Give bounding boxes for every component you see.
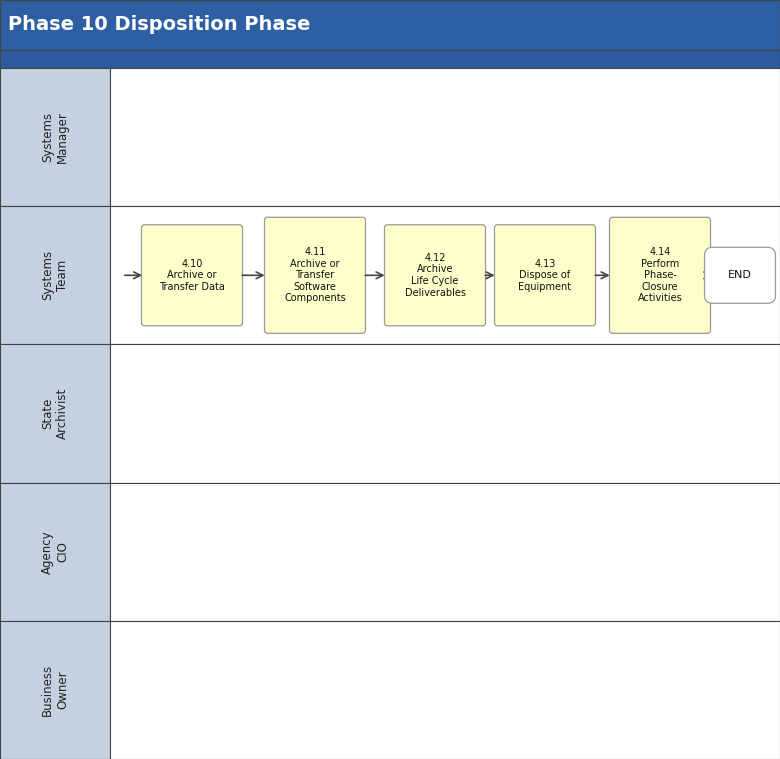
Text: State
Archivist: State Archivist	[41, 388, 69, 439]
Text: 4.10
Archive or
Transfer Data: 4.10 Archive or Transfer Data	[159, 259, 225, 292]
Bar	[0, 0, 780, 50]
Text: 4.14
Perform
Phase-
Closure
Activities: 4.14 Perform Phase- Closure Activities	[637, 247, 682, 304]
Text: Systems
Team: Systems Team	[41, 250, 69, 301]
Bar	[0, 483, 110, 621]
FancyBboxPatch shape	[495, 225, 595, 326]
FancyBboxPatch shape	[385, 225, 485, 326]
Text: 4.13
Dispose of
Equipment: 4.13 Dispose of Equipment	[519, 259, 572, 292]
Bar	[110, 345, 780, 483]
Bar	[0, 206, 110, 345]
Text: Agency
CIO: Agency CIO	[41, 530, 69, 574]
Bar	[0, 621, 110, 759]
Bar	[0, 345, 110, 483]
Bar	[110, 621, 780, 759]
FancyBboxPatch shape	[609, 217, 711, 333]
Bar	[0, 68, 110, 206]
Bar	[0, 50, 780, 68]
Text: 4.11
Archive or
Transfer
Software
Components: 4.11 Archive or Transfer Software Compon…	[284, 247, 346, 304]
Text: 4.12
Archive
Life Cycle
Deliverables: 4.12 Archive Life Cycle Deliverables	[405, 253, 466, 298]
FancyBboxPatch shape	[704, 247, 775, 304]
Text: END: END	[728, 270, 752, 280]
Text: Business
Owner: Business Owner	[41, 664, 69, 716]
Bar	[110, 68, 780, 206]
Bar	[110, 206, 780, 345]
Bar	[110, 483, 780, 621]
FancyBboxPatch shape	[264, 217, 366, 333]
Text: Systems
Manager: Systems Manager	[41, 111, 69, 163]
Text: Phase 10 Disposition Phase: Phase 10 Disposition Phase	[8, 15, 310, 34]
FancyBboxPatch shape	[141, 225, 243, 326]
